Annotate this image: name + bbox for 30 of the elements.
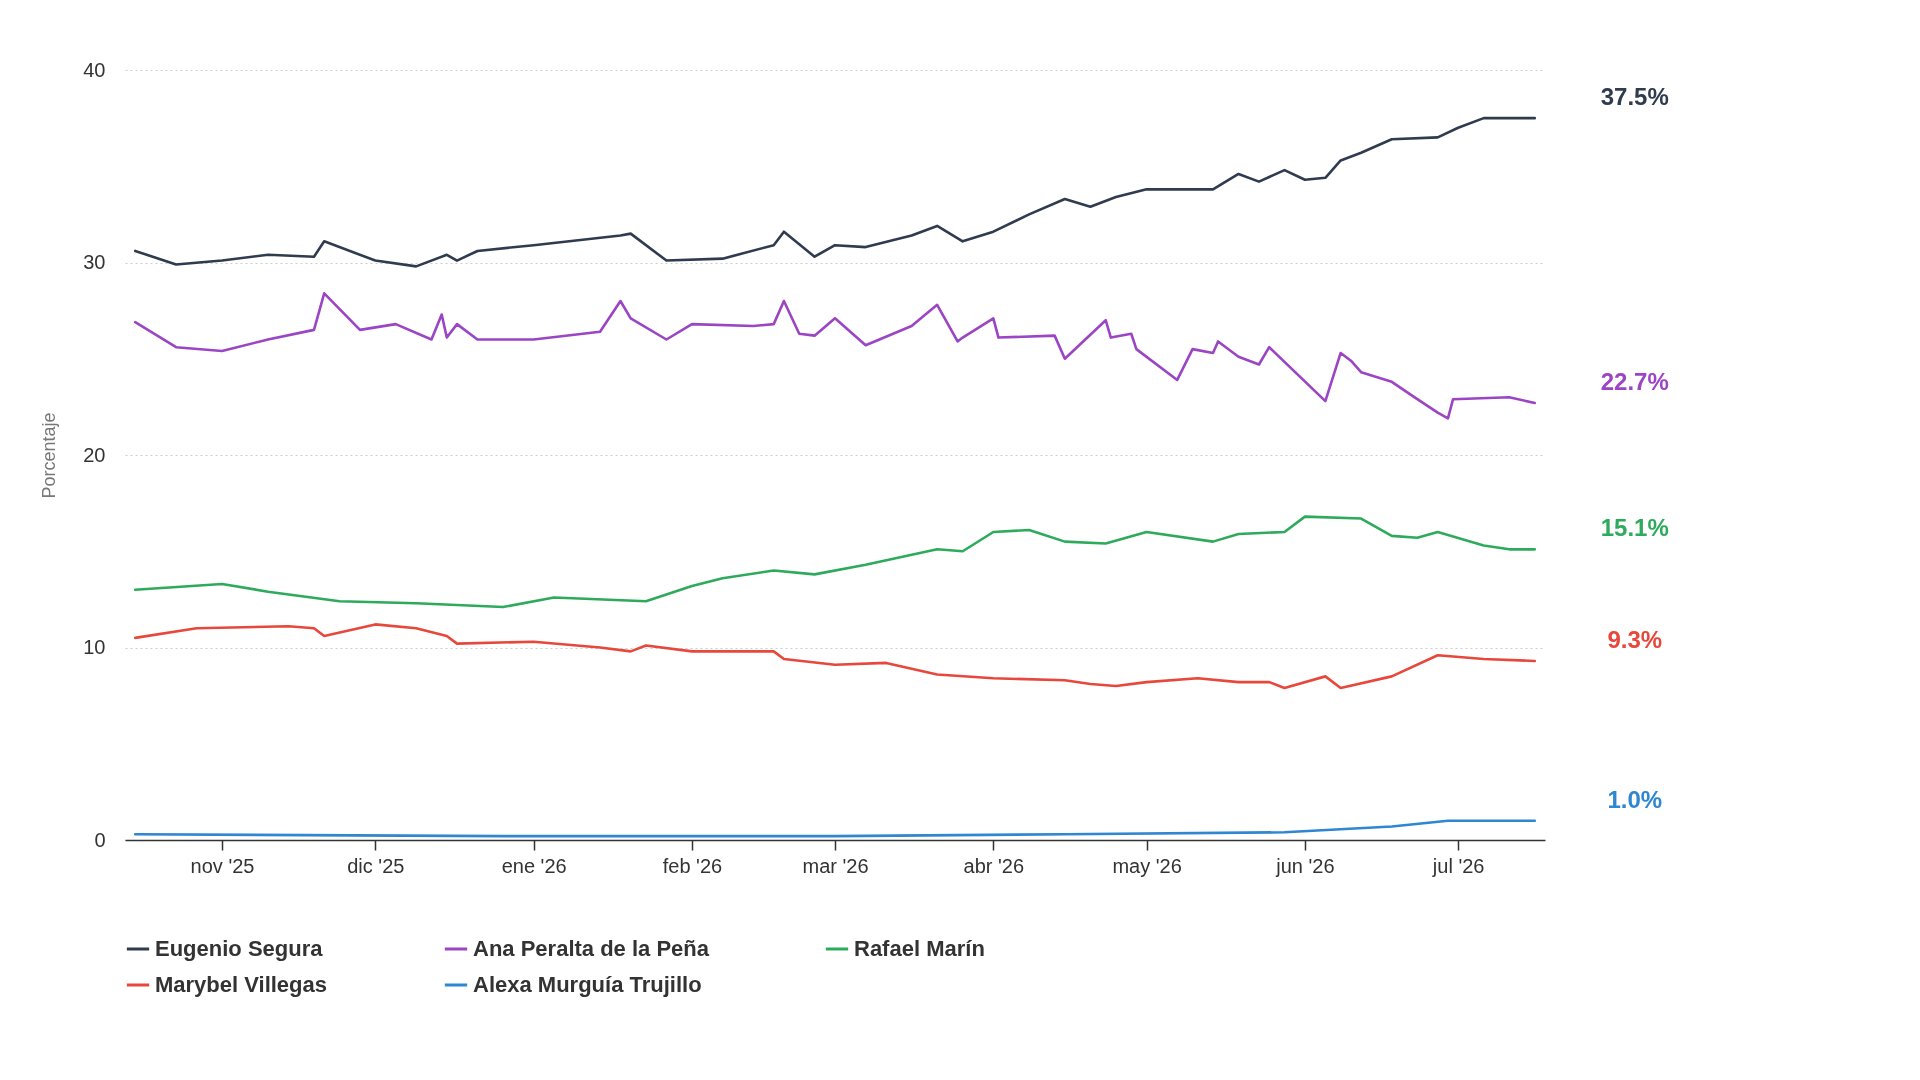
text: 9.3%	[1607, 625, 1663, 653]
line-series	[133, 515, 1537, 609]
legend-label: Eugenio Segura	[155, 936, 324, 961]
x-tick-label: dic '25	[347, 854, 405, 877]
y-tick-label: 10	[83, 636, 106, 658]
line-series	[133, 116, 1537, 268]
x-tick-label: feb '26	[662, 854, 723, 877]
text: 1.0%	[1607, 785, 1663, 813]
y-tick-label: 30	[83, 251, 106, 273]
text: 37.5%	[1600, 83, 1669, 111]
line-series	[133, 623, 1537, 690]
x-tick-label: may '26	[1112, 854, 1182, 877]
y-axis-title: Porcentaje	[39, 412, 60, 499]
line-series	[133, 292, 1537, 420]
text: 15.1%	[1600, 514, 1669, 542]
line-series	[133, 819, 1537, 838]
legend-label: Ana Peralta de la Peña	[473, 936, 710, 961]
x-tick-label: jun '26	[1275, 854, 1335, 877]
y-tick-label: 20	[83, 443, 106, 466]
legend-label: Rafael Marín	[854, 936, 985, 961]
x-tick-label: nov '25	[190, 854, 255, 877]
legend-label: Marybel Villegas	[155, 972, 328, 997]
x-tick-label: abr '26	[963, 854, 1025, 877]
x-tick-label: jul '26	[1431, 854, 1485, 877]
y-tick-label: 40	[83, 58, 106, 81]
x-tick-label: mar '26	[802, 854, 869, 877]
legend-label: Alexa Murguía Trujillo	[473, 972, 702, 997]
text: 22.7%	[1600, 368, 1669, 396]
y-tick-label: 0	[94, 828, 106, 851]
x-tick-label: ene '26	[501, 854, 567, 877]
